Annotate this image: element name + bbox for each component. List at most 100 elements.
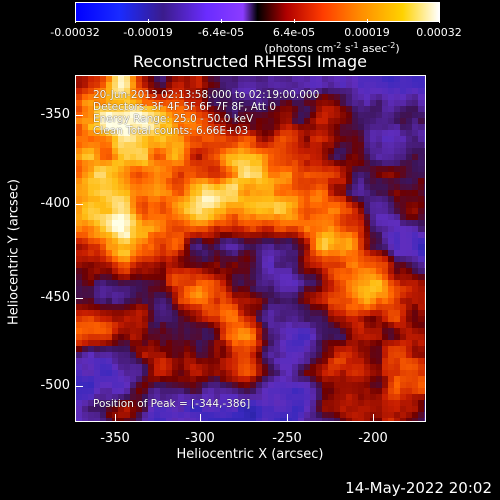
heatmap-cell: [418, 250, 424, 256]
heatmap-cell: [166, 406, 172, 412]
heatmap-cell: [412, 394, 418, 400]
heatmap-cell: [106, 76, 112, 82]
heatmap-cell: [424, 112, 425, 118]
heatmap-cell: [172, 310, 178, 316]
heatmap-cell: [304, 142, 310, 148]
heatmap-cell: [388, 76, 394, 82]
heatmap-cell: [388, 292, 394, 298]
heatmap-cell: [226, 76, 232, 82]
heatmap-cell: [178, 286, 184, 292]
heatmap-cell: [400, 190, 406, 196]
heatmap-cell: [256, 298, 262, 304]
heatmap-cell: [340, 346, 346, 352]
heatmap-cell: [172, 244, 178, 250]
heatmap-cell: [112, 316, 118, 322]
heatmap-cell: [358, 214, 364, 220]
heatmap-cell: [166, 262, 172, 268]
heatmap-cell: [88, 94, 94, 100]
heatmap-cell: [322, 250, 328, 256]
heatmap-cell: [106, 148, 112, 154]
heatmap-cell: [382, 328, 388, 334]
heatmap-cell: [112, 148, 118, 154]
heatmap-cell: [178, 250, 184, 256]
heatmap-cell: [148, 244, 154, 250]
heatmap-cell: [334, 274, 340, 280]
heatmap-cell: [304, 172, 310, 178]
heatmap-cell: [184, 226, 190, 232]
heatmap-cell: [418, 226, 424, 232]
heatmap-cell: [370, 82, 376, 88]
heatmap-cell: [88, 136, 94, 142]
heatmap-cell: [154, 316, 160, 322]
heatmap-cell: [346, 310, 352, 316]
heatmap-cell: [178, 352, 184, 358]
heatmap-cell: [388, 340, 394, 346]
heatmap-cell: [202, 238, 208, 244]
heatmap-cell: [142, 184, 148, 190]
heatmap-cell: [406, 232, 412, 238]
heatmap-cell: [160, 118, 166, 124]
heatmap-cell: [208, 88, 214, 94]
heatmap-cell: [304, 346, 310, 352]
heatmap-cell: [130, 190, 136, 196]
heatmap-cell: [94, 76, 100, 82]
heatmap-cell: [82, 154, 88, 160]
heatmap-cell: [388, 124, 394, 130]
heatmap-cell: [262, 112, 268, 118]
heatmap-cell: [310, 292, 316, 298]
heatmap-cell: [166, 82, 172, 88]
heatmap-cell: [148, 160, 154, 166]
heatmap-cell: [214, 418, 220, 421]
heatmap-cell: [298, 142, 304, 148]
heatmap-cell: [406, 136, 412, 142]
heatmap-cell: [250, 130, 256, 136]
heatmap-cell: [376, 178, 382, 184]
heatmap-cell: [76, 238, 82, 244]
heatmap-cell: [94, 322, 100, 328]
heatmap-cell: [136, 208, 142, 214]
heatmap-cell: [406, 328, 412, 334]
heatmap-cell: [382, 322, 388, 328]
heatmap-cell: [118, 226, 124, 232]
heatmap-cell: [406, 226, 412, 232]
heatmap-cell: [316, 238, 322, 244]
heatmap-cell: [136, 112, 142, 118]
heatmap-cell: [124, 352, 130, 358]
heatmap-cell: [232, 238, 238, 244]
heatmap-cell: [322, 262, 328, 268]
heatmap-cell: [214, 310, 220, 316]
heatmap-cell: [118, 88, 124, 94]
heatmap-cell: [82, 124, 88, 130]
heatmap-cell: [82, 304, 88, 310]
heatmap-cell: [250, 118, 256, 124]
heatmap-cell: [202, 130, 208, 136]
heatmap-cell: [220, 136, 226, 142]
heatmap-cell: [250, 220, 256, 226]
heatmap-cell: [388, 316, 394, 322]
heatmap-cell: [418, 202, 424, 208]
heatmap-cell: [130, 202, 136, 208]
heatmap-cell: [196, 310, 202, 316]
heatmap-cell: [418, 118, 424, 124]
heatmap-cell: [286, 178, 292, 184]
heatmap-cell: [376, 232, 382, 238]
heatmap-cell: [274, 304, 280, 310]
heatmap-cell: [280, 118, 286, 124]
heatmap-cell: [172, 196, 178, 202]
heatmap-cell: [166, 172, 172, 178]
heatmap-cell: [418, 190, 424, 196]
heatmap-cell: [112, 178, 118, 184]
heatmap-cell: [214, 82, 220, 88]
heatmap-cell: [400, 286, 406, 292]
heatmap-cell: [382, 406, 388, 412]
heatmap-cell: [358, 238, 364, 244]
heatmap-cell: [370, 160, 376, 166]
heatmap-cell: [244, 358, 250, 364]
heatmap-cell: [94, 178, 100, 184]
heatmap-cell: [256, 262, 262, 268]
heatmap-cell: [160, 196, 166, 202]
heatmap-cell: [376, 316, 382, 322]
heatmap-cell: [232, 112, 238, 118]
heatmap-cell: [118, 376, 124, 382]
heatmap-cell: [76, 280, 82, 286]
